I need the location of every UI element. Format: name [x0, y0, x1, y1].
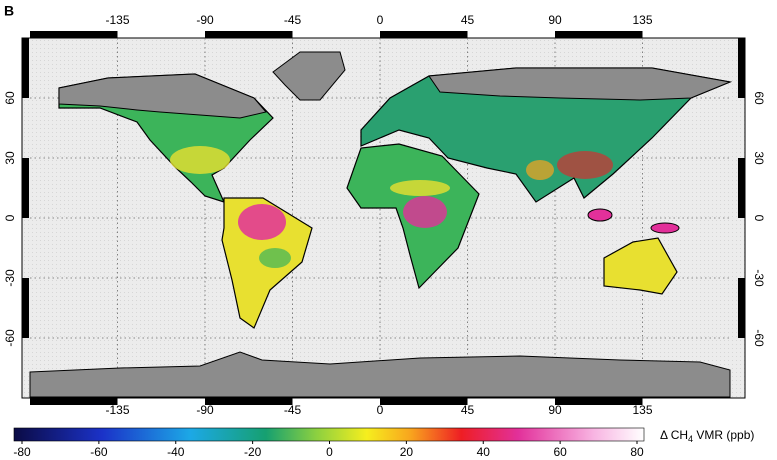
patch: [390, 180, 450, 196]
lat-tick-label: 0: [752, 215, 766, 222]
lat-tick-label: -60: [752, 329, 766, 347]
lat-tick-label: 60: [752, 91, 766, 105]
colorbar-tick-label: 60: [553, 445, 567, 459]
continent: [603, 237, 678, 295]
colorbar-tick-label: 80: [630, 445, 644, 459]
lon-tick-label: -90: [196, 403, 214, 417]
colorbar: [13, 427, 645, 442]
patch: [557, 151, 613, 179]
frame-bar: [380, 398, 468, 405]
frame-bars: [22, 31, 745, 405]
island: [587, 208, 613, 222]
frame-bar: [30, 398, 118, 405]
lon-tick-label: 0: [377, 403, 384, 417]
frame-bar: [555, 398, 643, 405]
continent-north: [428, 67, 732, 101]
frame-bar: [555, 31, 643, 38]
antarctica: [29, 351, 731, 398]
colorbar-tick-label: -60: [90, 445, 108, 459]
patch: [170, 146, 230, 174]
continent-north: [58, 73, 267, 119]
lon-tick-label: 135: [632, 13, 652, 27]
patch: [259, 248, 291, 268]
colorbar-label: Δ CH4 VMR (ppb): [660, 428, 754, 444]
lat-tick-label: 60: [3, 91, 17, 105]
lat-tick-label: -30: [3, 269, 17, 287]
lon-tick-label: 90: [548, 13, 562, 27]
frame-bar: [380, 31, 468, 38]
frame-bar: [30, 31, 118, 38]
frame-bar: [738, 278, 745, 338]
frame-bar: [22, 158, 29, 218]
lat-tick-label: 0: [3, 214, 17, 221]
frame-bar: [205, 398, 293, 405]
lat-tick-label: 30: [752, 151, 766, 165]
colorbar-tick-label: -20: [244, 445, 262, 459]
colorbar-tick-label: -40: [167, 445, 185, 459]
lon-tick-label: 0: [377, 13, 384, 27]
lat-tick-label: -30: [752, 269, 766, 287]
colorbar-tick-label: 0: [326, 445, 333, 459]
greenland: [272, 51, 346, 101]
frame-bar: [738, 38, 745, 98]
lon-tick-label: -135: [105, 13, 129, 27]
label-suffix: VMR (ppb): [693, 428, 754, 442]
island: [650, 222, 680, 234]
lon-tick-label: 45: [461, 403, 475, 417]
frame-bar: [205, 31, 293, 38]
lon-tick-label: -45: [284, 403, 302, 417]
land: [29, 51, 733, 398]
lon-tick-label: 45: [461, 13, 475, 27]
lon-tick-label: -90: [196, 13, 214, 27]
colorbar-tick-label: -80: [13, 445, 31, 459]
patch: [238, 204, 286, 240]
colorbar-tick-label: 40: [477, 445, 491, 459]
lon-tick-label: -45: [284, 13, 302, 27]
label-prefix: Δ CH: [660, 428, 688, 442]
patch: [403, 196, 447, 228]
frame-bar: [22, 278, 29, 338]
lon-tick-label: 90: [548, 403, 562, 417]
label-subscript: 4: [688, 434, 693, 444]
colorbar-tick-label: 20: [400, 445, 414, 459]
patch: [526, 160, 554, 180]
panel-label: B: [4, 3, 14, 19]
frame-bar: [22, 38, 29, 98]
lon-tick-label: 135: [632, 403, 652, 417]
frame-bar: [738, 158, 745, 218]
lat-tick-label: -60: [3, 329, 17, 347]
lat-tick-label: 30: [3, 151, 17, 165]
lon-tick-label: -135: [105, 403, 129, 417]
